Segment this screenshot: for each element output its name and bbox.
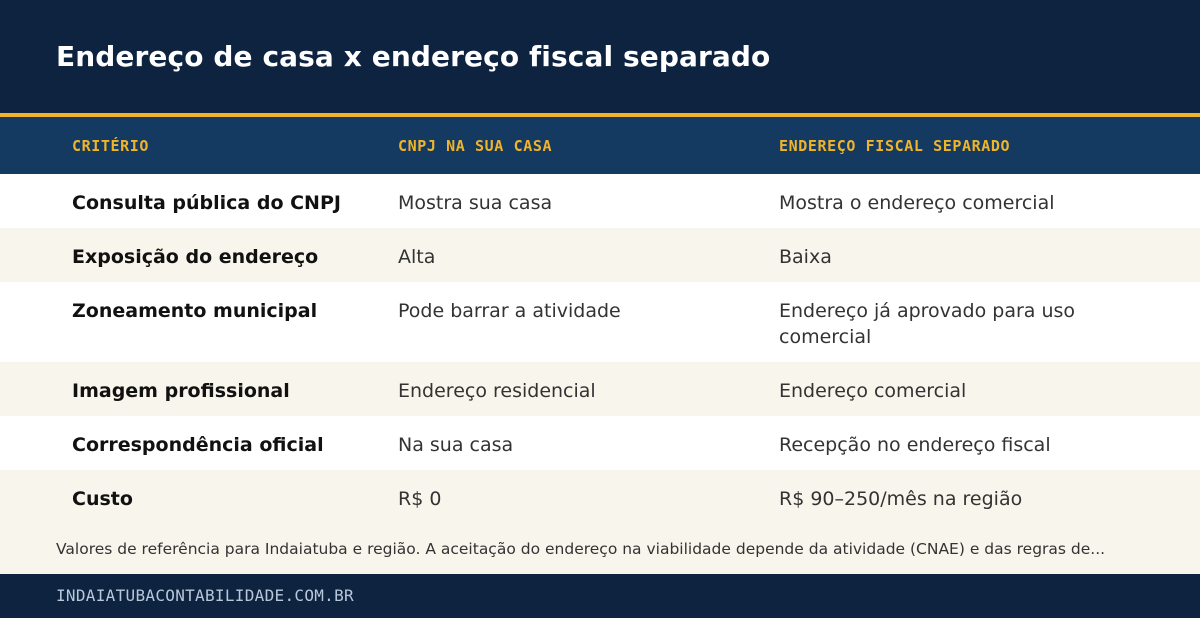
table-row: Consulta pública do CNPJ Mostra sua casa… xyxy=(0,174,1200,228)
footnote-bar: Valores de referência para Indaiatuba e … xyxy=(0,524,1200,574)
home-value-cell: Alta xyxy=(398,246,436,268)
fiscal-value-cell: R$ 90–250/mês na região xyxy=(779,488,1023,510)
page-title: Endereço de casa x endereço fiscal separ… xyxy=(56,40,771,73)
table-row: Imagem profissional Endereço residencial… xyxy=(0,362,1200,416)
home-value-cell: Mostra sua casa xyxy=(398,192,553,214)
footnote-text: Valores de referência para Indaiatuba e … xyxy=(56,540,1106,558)
table-row: Exposição do endereço Alta Baixa xyxy=(0,228,1200,282)
column-header-casa: CNPJ NA SUA CASA xyxy=(398,137,553,155)
criterion-cell: Custo xyxy=(72,488,133,510)
home-value-cell: R$ 0 xyxy=(398,488,442,510)
fiscal-value-cell: Mostra o endereço comercial xyxy=(779,192,1055,214)
home-value-cell: Pode barrar a atividade xyxy=(398,300,621,322)
home-value-cell: Endereço residencial xyxy=(398,380,596,402)
criterion-cell: Zoneamento municipal xyxy=(72,300,318,322)
column-header-fiscal: ENDEREÇO FISCAL SEPARADO xyxy=(779,137,1011,155)
criterion-cell: Exposição do endereço xyxy=(72,246,319,268)
table-row: Correspondência oficial Na sua casa Rece… xyxy=(0,416,1200,470)
fiscal-value-cell: Baixa xyxy=(779,246,832,268)
footer-site-url: INDAIATUBACONTABILIDADE.COM.BR xyxy=(56,586,354,605)
criterion-cell: Correspondência oficial xyxy=(72,434,324,456)
fiscal-value-cell: Endereço comercial xyxy=(779,380,967,402)
title-bar xyxy=(0,0,1200,117)
fiscal-value-cell: Endereço já aprovado para uso comercial xyxy=(779,300,1076,348)
table-row: Custo R$ 0 R$ 90–250/mês na região xyxy=(0,470,1200,524)
criterion-cell: Imagem profissional xyxy=(72,380,290,402)
home-value-cell: Na sua casa xyxy=(398,434,514,456)
table-header: CRITÉRIO CNPJ NA SUA CASA ENDEREÇO FISCA… xyxy=(0,117,1200,174)
criterion-cell: Consulta pública do CNPJ xyxy=(72,192,341,214)
fiscal-value-cell: Recepção no endereço fiscal xyxy=(779,434,1051,456)
footer: INDAIATUBACONTABILIDADE.COM.BR xyxy=(0,574,1200,618)
column-header-criterio: CRITÉRIO xyxy=(72,137,150,155)
table-row: Zoneamento municipal Pode barrar a ativi… xyxy=(0,282,1200,362)
